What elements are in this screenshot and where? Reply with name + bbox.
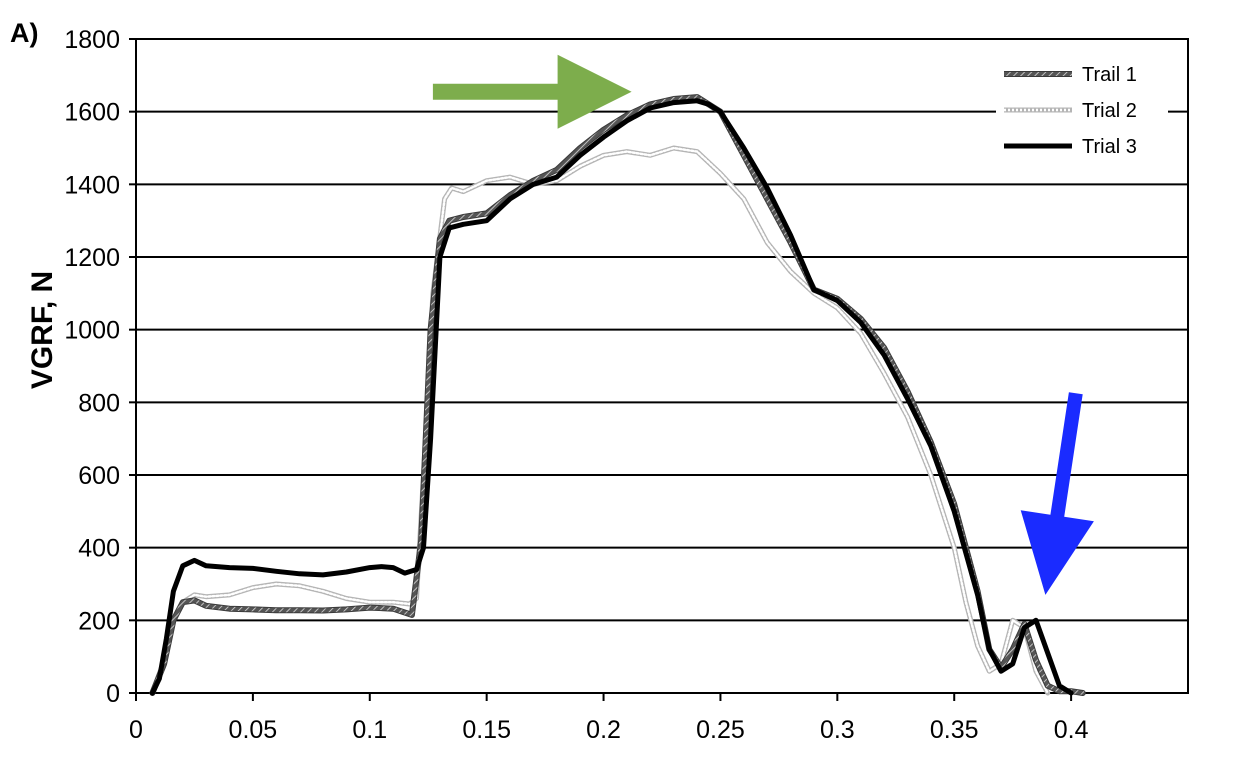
x-tick-label: 0.1 <box>352 716 387 744</box>
y-tick-label: 800 <box>78 389 120 417</box>
y-tick-labels: 0 200 400 600 800 1000 1200 1400 1600 1800 <box>64 26 120 708</box>
y-tick-label: 1600 <box>64 99 120 127</box>
series-line-3 <box>149 98 1074 696</box>
y-tick-label: 1400 <box>64 171 120 199</box>
x-tick-label: 0.2 <box>586 716 621 744</box>
green-arrow <box>432 54 632 129</box>
x-tick-label: 0.15 <box>462 716 511 744</box>
y-tick-label: 400 <box>78 535 120 563</box>
legend-label: Trial 3 <box>1082 136 1137 158</box>
y-tick-label: 1800 <box>64 26 120 54</box>
series-line-1-overlay <box>150 95 1085 695</box>
series-line-2-overlay <box>151 146 1049 695</box>
y-tick-label: 1000 <box>64 317 120 345</box>
x-tick-label: 0.4 <box>1054 716 1089 744</box>
x-tick-label: 0.35 <box>930 716 979 744</box>
blue-arrow <box>1020 392 1094 595</box>
legend: Trail 1 Trial 2 Trial 3 <box>996 56 1168 166</box>
series-lines <box>149 94 1086 696</box>
x-tick-label: 0.3 <box>820 716 855 744</box>
x-tick-labels: 0 0.05 0.1 0.15 0.2 0.25 0.3 0.35 0.4 <box>129 716 1089 744</box>
series-line-1 <box>149 94 1086 696</box>
y-tick-label: 200 <box>78 607 120 635</box>
x-tick-label: 0.25 <box>696 716 745 744</box>
panel-label: A) <box>10 18 39 48</box>
y-axis-label: VGRF, N <box>26 271 59 389</box>
annotation-arrows <box>432 54 1094 595</box>
x-tick-label: 0 <box>129 716 143 744</box>
y-tick-label: 0 <box>106 680 120 708</box>
plot-frame <box>135 38 1189 694</box>
y-tick-label: 1200 <box>64 244 120 272</box>
x-tick-label: 0.05 <box>229 716 278 744</box>
legend-label: Trail 1 <box>1082 64 1137 86</box>
y-tick-label: 600 <box>78 462 120 490</box>
legend-label: Trial 2 <box>1082 100 1137 122</box>
